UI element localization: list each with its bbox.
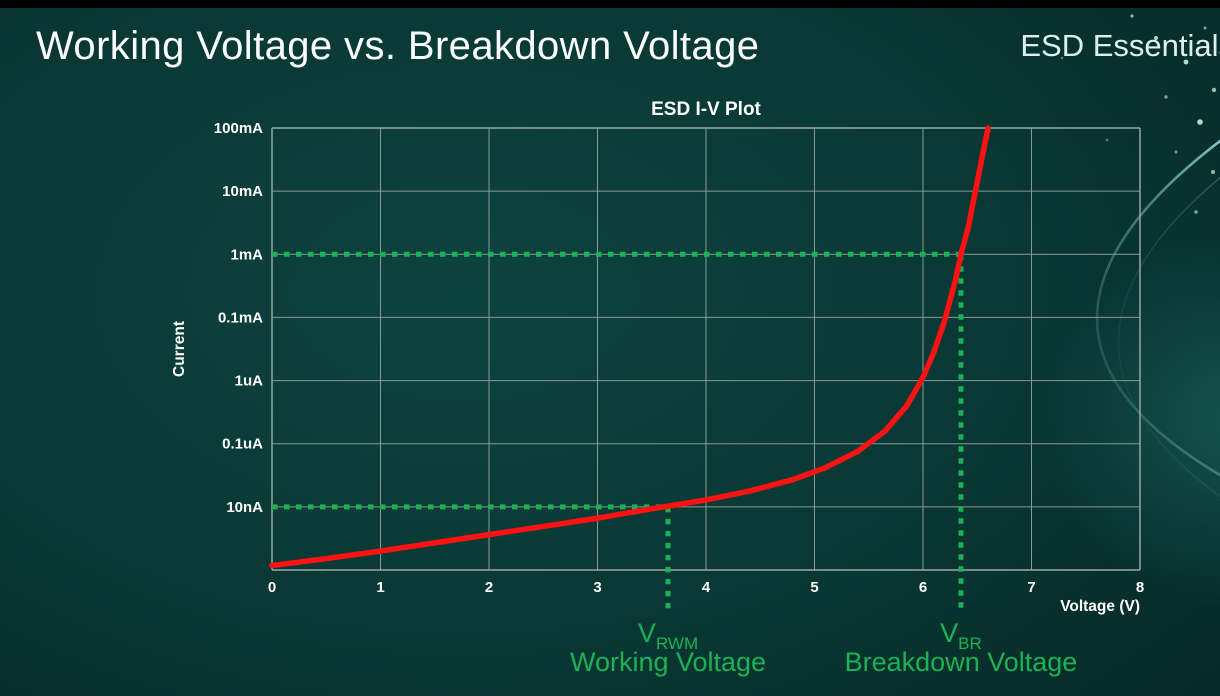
x-tick-label: 4 xyxy=(702,579,711,596)
x-tick-label: 8 xyxy=(1136,579,1144,596)
x-tick-label: 1 xyxy=(376,579,384,596)
swoosh-curve-faint xyxy=(1117,176,1220,498)
slide-title: Working Voltage vs. Breakdown Voltage xyxy=(36,24,760,68)
annotation-caption-vbr: Breakdown Voltage xyxy=(845,647,1078,677)
x-axis-label: Voltage (V) xyxy=(1060,598,1140,615)
swoosh-curve xyxy=(1095,139,1220,477)
top-letterbox-bar xyxy=(0,0,1220,8)
y-tick-label: 0.1mA xyxy=(218,309,263,326)
x-tick-label: 5 xyxy=(810,579,818,596)
annotation-caption-vrwm: Working Voltage xyxy=(570,647,766,677)
y-tick-label: 100mA xyxy=(214,120,263,137)
x-tick-label: 3 xyxy=(593,579,601,596)
y-tick-label: 10nA xyxy=(226,499,263,516)
chart-title: ESD I-V Plot xyxy=(651,99,761,120)
x-tick-label: 0 xyxy=(268,579,276,596)
corner-glow xyxy=(1045,230,1220,610)
y-tick-label: 1uA xyxy=(235,373,264,390)
annotation-symbol-vbr: VBR xyxy=(940,618,982,653)
y-axis-label: Current xyxy=(171,321,188,377)
y-tick-label: 1mA xyxy=(230,246,263,263)
y-tick-label: 10mA xyxy=(222,183,263,200)
y-tick-label: 0.1uA xyxy=(222,436,263,453)
annotation-symbol-vrwm: VRWM xyxy=(638,618,698,653)
x-tick-label: 2 xyxy=(485,579,493,596)
x-tick-label: 7 xyxy=(1027,579,1035,596)
x-tick-label: 6 xyxy=(919,579,927,596)
iv-curve xyxy=(269,125,991,569)
brand-logo-text: ESD Essentials xyxy=(1020,28,1220,63)
